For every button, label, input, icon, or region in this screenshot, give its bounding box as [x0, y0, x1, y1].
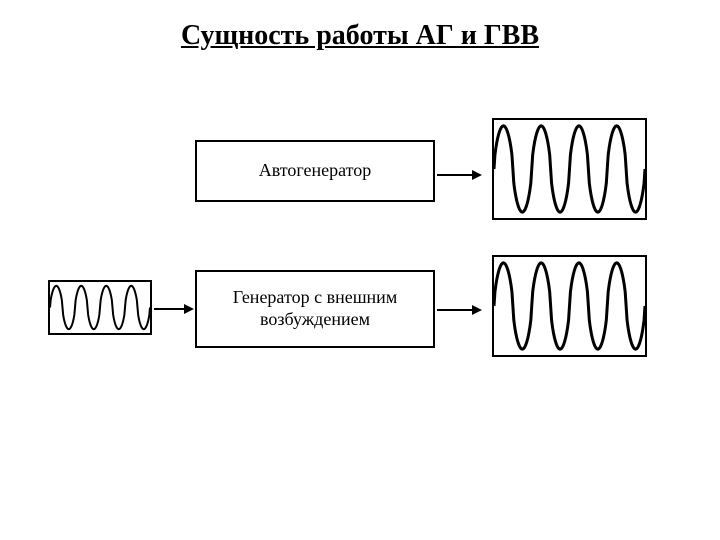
- arrow-extgen-to-output: [437, 301, 482, 319]
- box-external-generator-label: Генератор с внешнимвозбуждением: [233, 287, 397, 330]
- wave-autogen-output: [492, 118, 647, 220]
- arrow-input-to-extgen: [154, 300, 194, 318]
- page-title: Сущность работы АГ и ГВВ: [0, 20, 720, 52]
- wave-extgen-output: [492, 255, 647, 357]
- wave-extgen-input: [48, 280, 152, 335]
- box-autogenerator-label: Автогенератор: [259, 160, 372, 182]
- box-autogenerator: Автогенератор: [195, 140, 435, 202]
- box-external-generator: Генератор с внешнимвозбуждением: [195, 270, 435, 348]
- diagram-canvas: Сущность работы АГ и ГВВ Автогенератор Г…: [0, 0, 720, 540]
- arrow-autogen-to-output: [437, 166, 482, 184]
